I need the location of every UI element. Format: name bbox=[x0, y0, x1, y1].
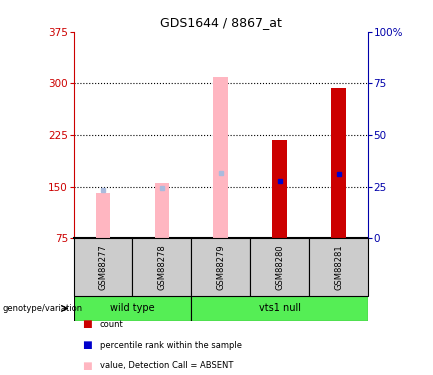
FancyBboxPatch shape bbox=[250, 238, 309, 296]
Text: ■: ■ bbox=[82, 361, 92, 370]
FancyBboxPatch shape bbox=[309, 238, 368, 296]
Text: GSM88280: GSM88280 bbox=[275, 244, 284, 290]
Text: genotype/variation: genotype/variation bbox=[2, 304, 82, 313]
Bar bbox=[272, 140, 287, 238]
FancyBboxPatch shape bbox=[132, 238, 191, 296]
Bar bbox=[331, 88, 346, 238]
FancyBboxPatch shape bbox=[191, 238, 250, 296]
Text: GSM88281: GSM88281 bbox=[334, 244, 343, 290]
Text: GSM88277: GSM88277 bbox=[99, 244, 107, 290]
Text: count: count bbox=[100, 320, 123, 329]
FancyBboxPatch shape bbox=[74, 238, 132, 296]
Bar bbox=[213, 76, 228, 238]
Bar bbox=[155, 183, 169, 238]
Text: percentile rank within the sample: percentile rank within the sample bbox=[100, 340, 242, 350]
Text: GSM88279: GSM88279 bbox=[216, 244, 225, 290]
Title: GDS1644 / 8867_at: GDS1644 / 8867_at bbox=[160, 16, 282, 29]
Text: value, Detection Call = ABSENT: value, Detection Call = ABSENT bbox=[100, 361, 233, 370]
Text: vts1 null: vts1 null bbox=[259, 303, 301, 313]
Text: wild type: wild type bbox=[110, 303, 155, 313]
Text: GSM88278: GSM88278 bbox=[158, 244, 166, 290]
Text: ■: ■ bbox=[82, 320, 92, 329]
Text: ■: ■ bbox=[82, 340, 92, 350]
FancyBboxPatch shape bbox=[74, 296, 191, 321]
Bar bbox=[96, 194, 110, 238]
FancyBboxPatch shape bbox=[191, 296, 368, 321]
